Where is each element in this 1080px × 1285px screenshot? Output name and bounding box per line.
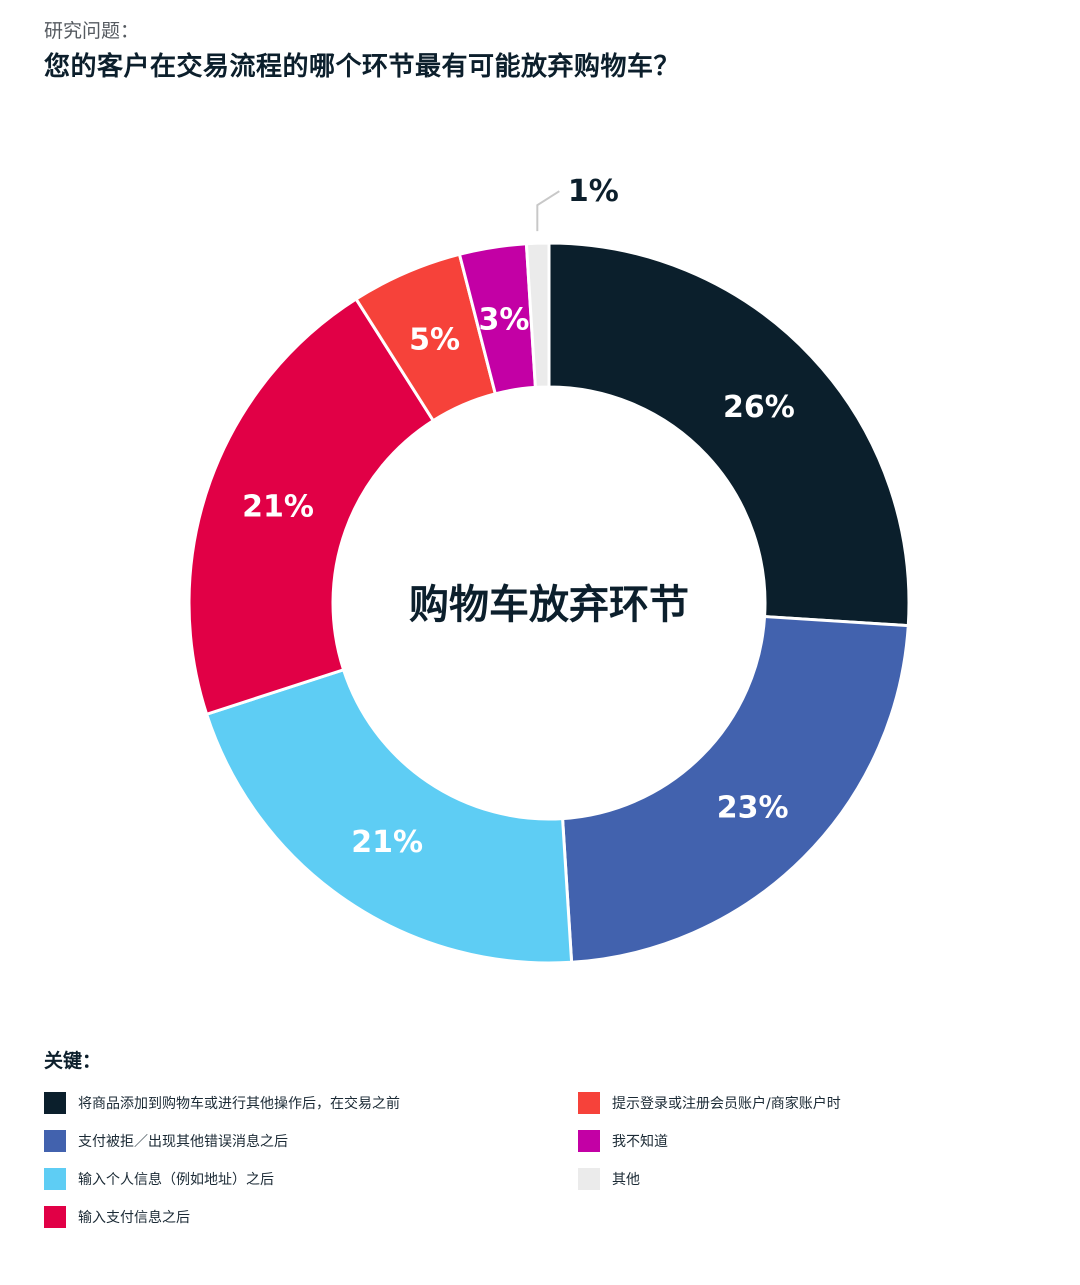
- legend-swatch: [44, 1130, 66, 1152]
- donut-slice: [560, 614, 910, 964]
- donut-slice-labels: 26% 23% 21% 21% 5% 3% 1%: [242, 174, 795, 860]
- legend-label: 输入个人信息（例如地址）之后: [78, 1172, 274, 1188]
- legend-item: 输入支付信息之后: [44, 1205, 190, 1229]
- legend-swatch: [578, 1168, 600, 1190]
- legend-label: 支付被拒／出现其他错误消息之后: [78, 1134, 288, 1150]
- legend-item: 输入个人信息（例如地址）之后: [44, 1167, 274, 1191]
- donut-slice: [547, 241, 911, 628]
- legend-label: 将商品添加到购物车或进行其他操作后，在交易之前: [78, 1096, 400, 1112]
- slice-value-label: 21%: [242, 489, 314, 524]
- legend-title: 关键：: [44, 1050, 102, 1072]
- legend-item: 支付被拒／出现其他错误消息之后: [44, 1129, 288, 1153]
- legend-label: 输入支付信息之后: [78, 1210, 190, 1226]
- legend-swatch: [578, 1130, 600, 1152]
- donut-slice: [204, 667, 574, 965]
- slice-value-label: 1%: [568, 174, 619, 209]
- legend-item: 将商品添加到购物车或进行其他操作后，在交易之前: [44, 1091, 400, 1115]
- eyebrow-label: 研究问题：: [44, 20, 140, 42]
- donut-slice: [524, 241, 551, 390]
- legend-label: 我不知道: [612, 1134, 668, 1150]
- donut-slices: [187, 241, 911, 965]
- legend-item: 提示登录或注册会员账户/商家账户时: [578, 1091, 841, 1115]
- legend-label: 提示登录或注册会员账户/商家账户时: [612, 1096, 841, 1112]
- donut-slice: [187, 296, 436, 717]
- slice-value-label: 26%: [723, 390, 795, 425]
- legend-swatch: [44, 1092, 66, 1114]
- legend-swatch: [44, 1206, 66, 1228]
- slice-value-label: 21%: [351, 825, 423, 860]
- legend-item: 我不知道: [578, 1129, 668, 1153]
- donut-chart: 26% 23% 21% 21% 5% 3% 1% 购物车放弃环节: [187, 174, 911, 965]
- donut-center-label: 购物车放弃环节: [409, 582, 689, 628]
- slice-value-label: 23%: [717, 791, 789, 826]
- slice-value-label: 3%: [478, 303, 529, 338]
- legend-swatch: [578, 1092, 600, 1114]
- legend-label: 其他: [612, 1172, 640, 1188]
- chart-question-title: 您的客户在交易流程的哪个环节最有可能放弃购物车？: [44, 52, 681, 82]
- legend-swatch: [44, 1168, 66, 1190]
- leader-line: [536, 190, 560, 232]
- slice-value-label: 5%: [409, 323, 460, 358]
- legend-item: 其他: [578, 1167, 640, 1191]
